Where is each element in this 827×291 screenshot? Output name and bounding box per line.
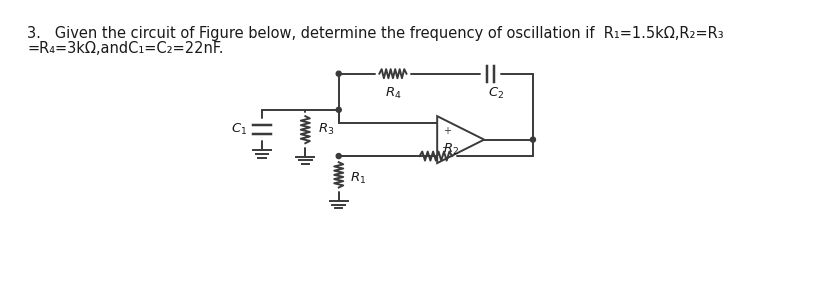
Circle shape [336,154,341,159]
Text: $R_1$: $R_1$ [349,171,366,186]
Text: −: − [442,143,451,153]
Circle shape [336,107,341,112]
Text: +: + [442,126,450,136]
Text: $C_1$: $C_1$ [231,122,247,137]
Text: $R_4$: $R_4$ [385,86,401,100]
Circle shape [336,71,341,76]
Text: $C_2$: $C_2$ [487,86,504,102]
Text: $R_3$: $R_3$ [318,122,334,137]
Circle shape [530,137,535,142]
Text: =R₄=3kΩ,andC₁=C₂=22nF.: =R₄=3kΩ,andC₁=C₂=22nF. [27,41,223,56]
Text: $R_2$: $R_2$ [442,142,459,157]
Text: 3.   Given the circuit of Figure below, determine the frequency of oscillation i: 3. Given the circuit of Figure below, de… [27,26,723,41]
